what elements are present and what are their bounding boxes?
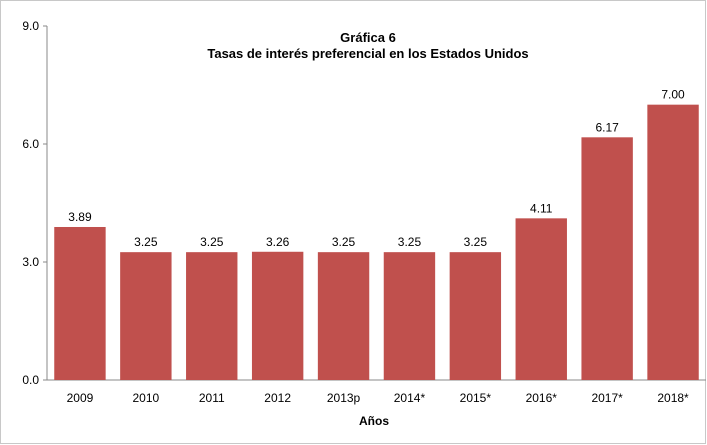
bars — [54, 104, 699, 381]
x-tick-label: 2013p — [327, 391, 361, 405]
x-tick-label: 2018* — [657, 391, 689, 405]
bar-2012 — [251, 251, 304, 380]
x-axis-label: Años — [359, 414, 389, 428]
data-label: 3.25 — [134, 235, 158, 249]
data-labels: 3.89 3.25 3.25 3.26 3.25 3.25 3.25 4.11 6.17 7.00 — [68, 88, 685, 250]
data-label: 6.17 — [595, 120, 619, 134]
bar-2014 — [383, 252, 436, 380]
y-tick-label: 0.0 — [22, 373, 39, 387]
data-label: 3.25 — [464, 235, 488, 249]
bar-2010 — [120, 252, 172, 380]
y-axis-ticks: 0.0 3.0 6.0 9.0 — [22, 19, 47, 387]
x-tick-label: 2015* — [460, 391, 492, 405]
x-tick-label: 2014* — [394, 391, 426, 405]
y-tick-label: 6.0 — [22, 137, 39, 151]
bar-2015 — [449, 252, 502, 380]
x-tick-label: 2009 — [67, 391, 94, 405]
data-label: 3.26 — [266, 235, 290, 249]
y-tick-label: 9.0 — [22, 19, 39, 33]
x-tick-label: 2016* — [526, 391, 558, 405]
x-tick-label: 2017* — [591, 391, 623, 405]
data-label: 3.89 — [68, 210, 92, 224]
chart-subtitle: Tasas de interés preferencial en los Est… — [207, 46, 528, 61]
bar-2013p — [317, 252, 370, 380]
data-label: 3.25 — [200, 235, 224, 249]
data-label: 3.25 — [332, 235, 356, 249]
x-tick-label: 2010 — [132, 391, 159, 405]
y-tick-label: 3.0 — [22, 255, 39, 269]
x-tick-label: 2011 — [199, 391, 225, 405]
bar-2017 — [581, 137, 633, 380]
chart-title: Gráfica 6 — [340, 30, 396, 45]
bar-2018 — [647, 104, 699, 381]
x-axis-ticks: 2009 2010 2011 2012 2013p 2014* 2015* 2016* 2017… — [67, 391, 689, 405]
data-label: 7.00 — [661, 88, 685, 102]
bar-2016 — [515, 218, 567, 380]
data-label: 4.11 — [530, 201, 553, 215]
data-label: 3.25 — [398, 235, 422, 249]
bar-2011 — [186, 252, 238, 380]
bar-2009 — [54, 226, 106, 380]
x-tick-label: 2012 — [264, 391, 291, 405]
